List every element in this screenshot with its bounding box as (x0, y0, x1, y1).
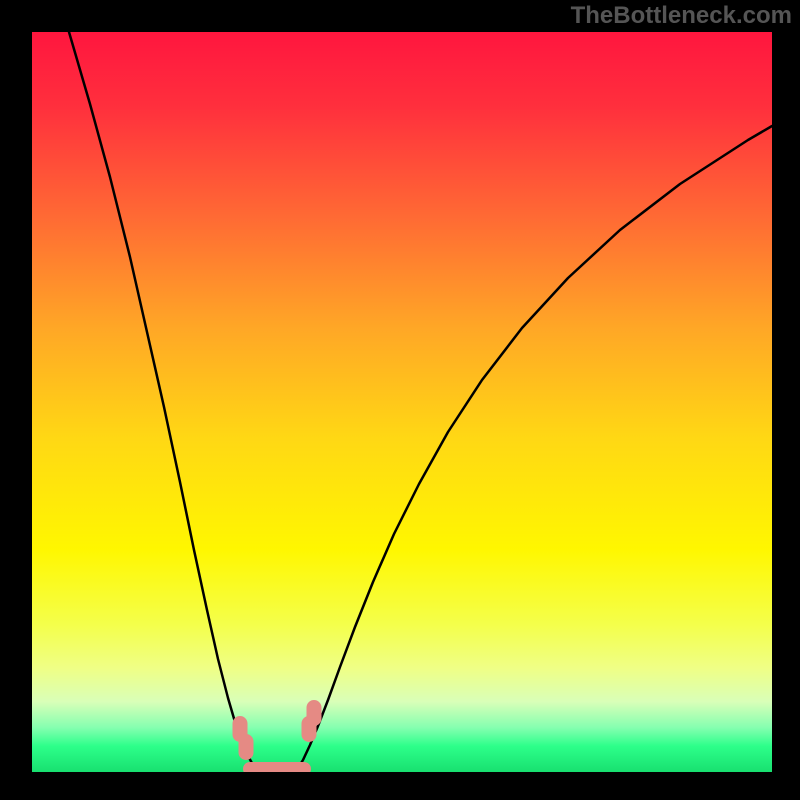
watermark-text: TheBottleneck.com (571, 2, 792, 30)
plot-area (32, 32, 772, 772)
curve-layer (32, 32, 772, 772)
curve-right-branch (294, 126, 772, 772)
data-marker (307, 700, 322, 726)
data-marker (239, 734, 254, 760)
chart-frame: TheBottleneck.com (0, 0, 800, 800)
curve-left-branch (69, 32, 263, 772)
